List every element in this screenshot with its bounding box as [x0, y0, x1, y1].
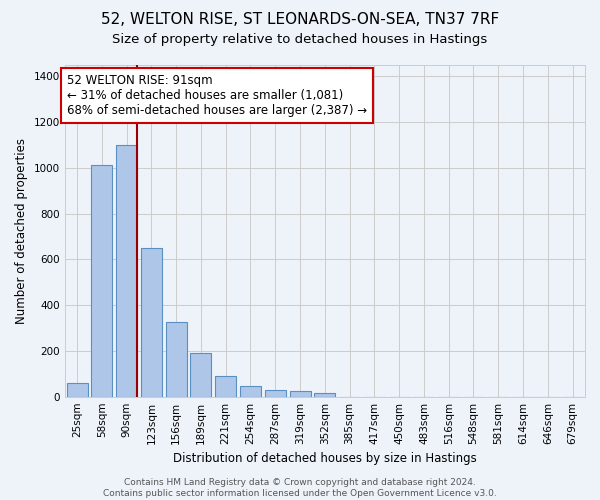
Bar: [240, 386, 261, 396]
Text: Contains HM Land Registry data © Crown copyright and database right 2024.
Contai: Contains HM Land Registry data © Crown c…: [103, 478, 497, 498]
Bar: [166, 322, 187, 396]
Bar: [215, 376, 236, 396]
Bar: [91, 164, 112, 396]
Bar: [67, 383, 88, 396]
X-axis label: Distribution of detached houses by size in Hastings: Distribution of detached houses by size …: [173, 452, 477, 465]
Text: 52, WELTON RISE, ST LEONARDS-ON-SEA, TN37 7RF: 52, WELTON RISE, ST LEONARDS-ON-SEA, TN3…: [101, 12, 499, 28]
Bar: [141, 248, 162, 396]
Bar: [290, 391, 311, 396]
Bar: [116, 145, 137, 397]
Bar: [265, 390, 286, 396]
Bar: [190, 353, 211, 397]
Text: Size of property relative to detached houses in Hastings: Size of property relative to detached ho…: [112, 32, 488, 46]
Text: 52 WELTON RISE: 91sqm
← 31% of detached houses are smaller (1,081)
68% of semi-d: 52 WELTON RISE: 91sqm ← 31% of detached …: [67, 74, 367, 117]
Y-axis label: Number of detached properties: Number of detached properties: [15, 138, 28, 324]
Bar: [314, 393, 335, 396]
